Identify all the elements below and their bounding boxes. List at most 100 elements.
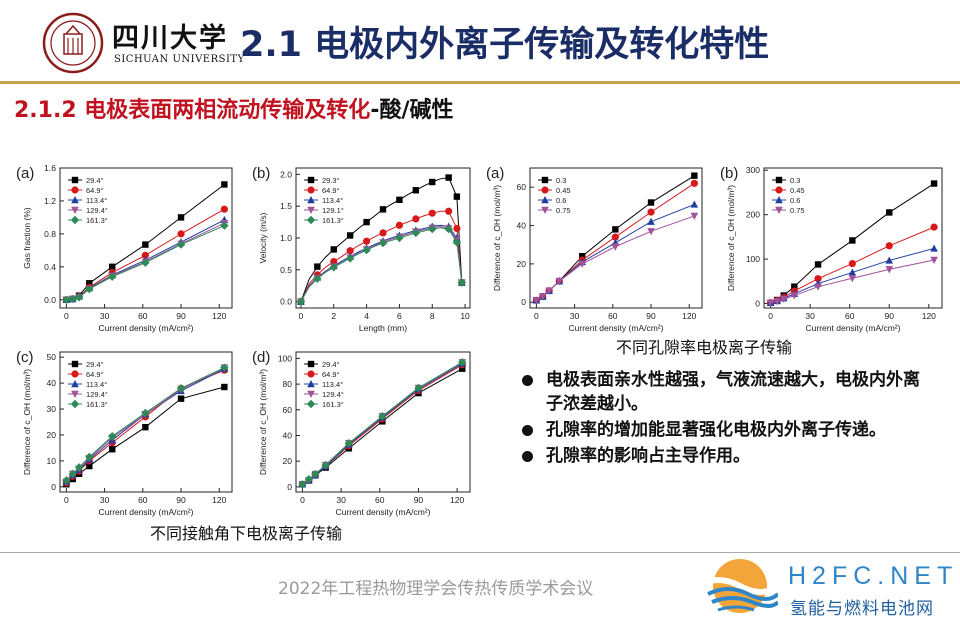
y-tick-label: 30: [47, 404, 57, 414]
data-point: [141, 408, 150, 418]
x-tick-label: 90: [885, 311, 895, 321]
data-point: [85, 452, 94, 462]
series-129.1°: [297, 224, 466, 306]
data-point: [177, 214, 185, 221]
legend-marker: [71, 380, 79, 388]
legend-entry: 161.3°: [86, 400, 108, 409]
conclusion-item: 孔隙率的影响占主导作用。: [520, 444, 930, 468]
site-name-cn: 氢能与燃料电池网: [790, 599, 934, 619]
x-tick-label: 0: [534, 311, 539, 321]
data-point: [362, 237, 371, 245]
data-point: [885, 266, 894, 274]
data-point: [885, 242, 893, 250]
x-tick-label: 90: [414, 495, 424, 505]
data-point: [428, 209, 436, 217]
series-161.3°: [296, 224, 466, 306]
x-tick-label: 60: [138, 495, 148, 505]
data-point: [458, 358, 467, 367]
y-tick-label: 0.8: [44, 229, 56, 239]
data-point: [452, 238, 462, 247]
legend-entry: 161.3°: [322, 216, 344, 225]
data-point: [690, 179, 698, 187]
data-point: [304, 474, 314, 484]
y-tick-label: 2.0: [280, 169, 292, 179]
data-point: [453, 193, 461, 200]
data-point: [814, 275, 822, 283]
series-0.75: [766, 256, 938, 307]
series-line: [300, 224, 463, 302]
x-tick-label: 0: [300, 495, 305, 505]
x-tick-label: 0: [64, 311, 69, 321]
data-point: [363, 218, 370, 226]
y-tick-label: 40: [283, 430, 293, 440]
chart-gas-fraction: (a) 0 30 60 90 120 0.0 0.4 0.8 1.2 1.6 Current dens…: [16, 163, 233, 333]
data-point: [848, 268, 857, 276]
data-point: [779, 295, 788, 304]
data-point: [555, 277, 564, 286]
legend-marker: [306, 399, 316, 409]
legend-entry: 64.9°: [86, 370, 104, 379]
series-line: [536, 203, 695, 301]
plot-frame: [763, 167, 943, 309]
legend-entry: 0.3: [556, 176, 566, 185]
y-tick-label: 0: [755, 299, 760, 309]
y-tick-label: 60: [283, 405, 293, 415]
data-point: [611, 243, 620, 251]
y-tick-label: 1.0: [280, 233, 292, 243]
legend-entry: 129.4°: [86, 390, 108, 399]
series-161.3°: [62, 221, 229, 304]
data-point: [141, 258, 150, 267]
data-point: [612, 226, 619, 233]
y-tick-label: 50: [47, 352, 57, 362]
x-tick-label: 30: [100, 311, 110, 321]
legend-marker: [307, 186, 315, 194]
plot-frame: [59, 351, 233, 493]
legend-marker: [71, 186, 79, 194]
legend-entry: 161.3°: [86, 216, 108, 225]
data-point: [314, 263, 321, 270]
x-tick-label: 60: [138, 311, 148, 321]
data-point: [848, 275, 857, 283]
y-axis-label: Difference of c_OH (mol/m³): [22, 369, 32, 475]
data-point: [330, 257, 338, 266]
data-point: [814, 261, 822, 268]
panel-label: (b): [720, 165, 738, 182]
y-tick-label: 20: [283, 456, 293, 466]
data-point: [313, 274, 322, 283]
panel-label: (a): [16, 165, 34, 182]
data-point: [68, 469, 77, 479]
legend-entry: 0.75: [556, 206, 571, 215]
data-point: [177, 395, 185, 402]
subtitle-main: 2.1.2 电极表面两相流动传输及转化: [14, 98, 371, 123]
legend-entry: 64.9°: [86, 186, 104, 195]
x-tick-label: 90: [176, 495, 186, 505]
x-tick-label: 0: [768, 311, 773, 321]
data-point: [176, 384, 186, 393]
x-tick-label: 120: [212, 311, 226, 321]
data-point: [930, 180, 938, 187]
data-point: [177, 230, 185, 238]
y-axis-label: Velocity (m/s): [258, 212, 268, 263]
data-point: [221, 181, 228, 188]
data-point: [344, 438, 354, 448]
conclusion-text: 电极表面亲水性越强，气液流速越大，电极内外离子浓差越小。: [546, 370, 920, 414]
legend-marker: [541, 206, 549, 214]
data-point: [109, 263, 116, 271]
legend-entry: 64.9°: [322, 186, 340, 195]
data-point: [362, 245, 371, 255]
x-axis-label: Current density (mA/cm²): [806, 323, 901, 333]
legend-marker: [71, 360, 79, 368]
data-point: [298, 480, 307, 489]
x-tick-label: 10: [460, 311, 470, 321]
contact-angle-caption: 不同接触角下电极离子传输: [150, 524, 343, 543]
y-tick-label: 80: [283, 379, 293, 389]
x-tick-label: 30: [805, 311, 815, 321]
y-tick-label: 0.0: [44, 295, 56, 305]
legend-marker: [307, 370, 315, 378]
y-tick-label: 0.5: [280, 265, 292, 275]
plot-frame: [295, 351, 471, 493]
data-point: [647, 228, 655, 236]
data-point: [647, 199, 655, 206]
data-point: [142, 423, 149, 431]
y-tick-label: 0.4: [44, 262, 56, 272]
